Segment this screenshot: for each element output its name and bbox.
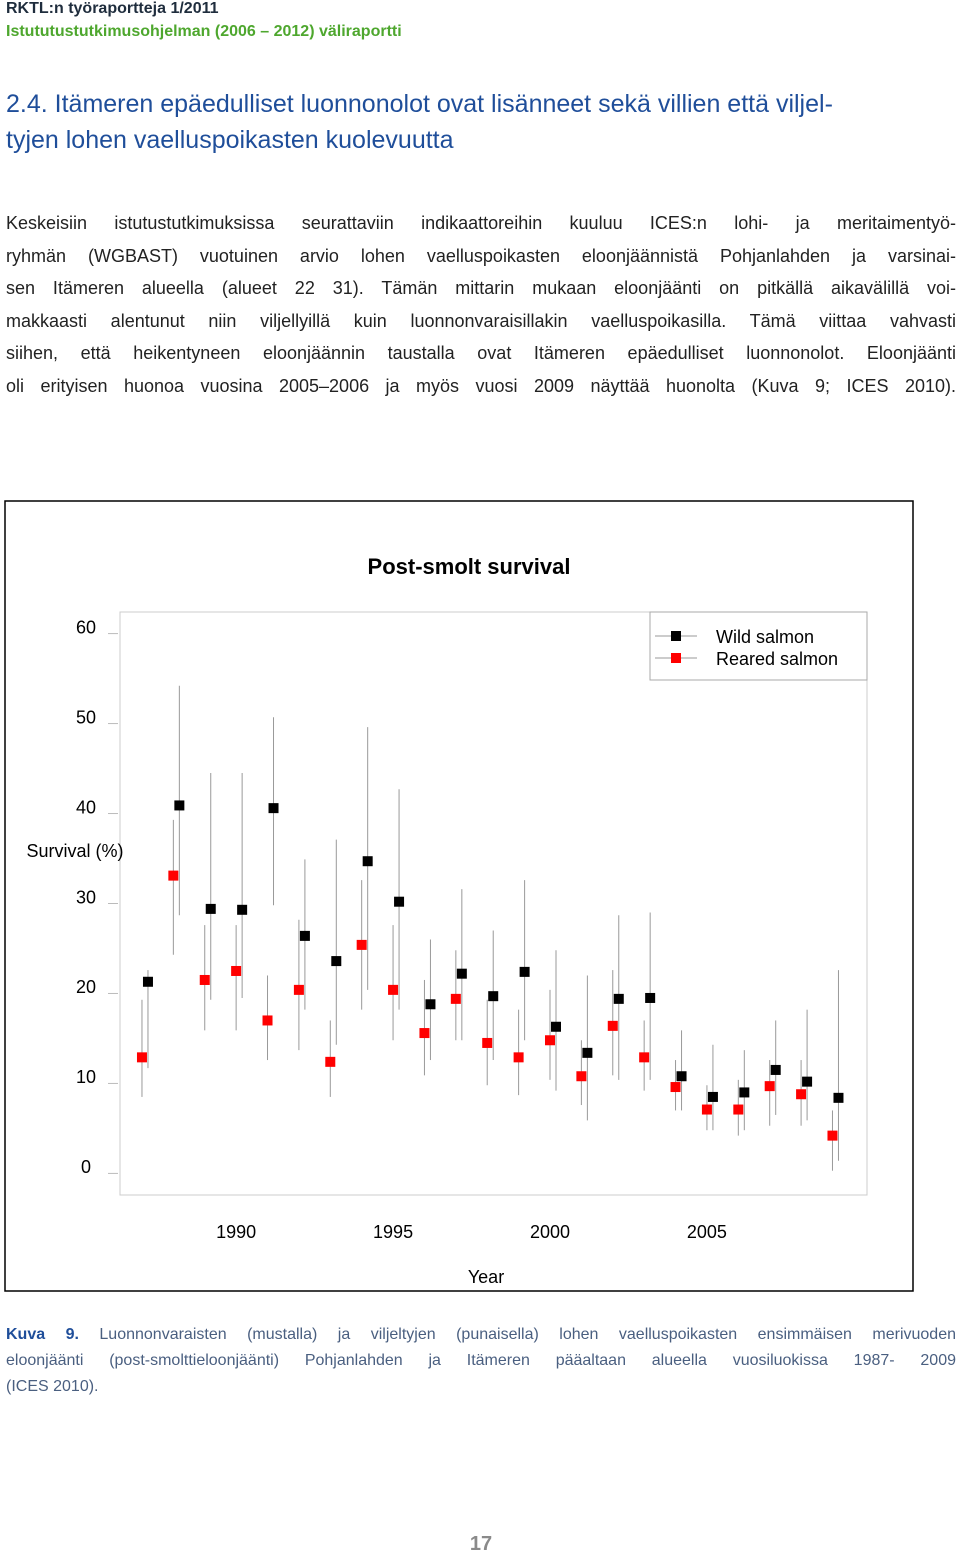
data-point — [199, 974, 210, 985]
section-heading: tyjen lohen vaelluspoikasten kuolevuutta — [6, 126, 454, 154]
body-line: sen Itämeren alueella (alueet 22 31). Tä… — [6, 278, 956, 299]
legend-label: Wild salmon — [716, 627, 814, 647]
data-point — [670, 1082, 681, 1093]
data-point — [394, 896, 405, 907]
data-point — [205, 903, 216, 914]
x-tick-label: 2005 — [687, 1222, 727, 1242]
running-header: RKTL:n työraportteja 1/2011 — [6, 0, 219, 17]
legend-marker — [671, 653, 681, 663]
data-point — [645, 992, 656, 1003]
data-point — [262, 1015, 273, 1026]
data-point — [174, 800, 185, 811]
y-tick-label: 60 — [76, 617, 96, 637]
chart-title: Post-smolt survival — [368, 554, 571, 579]
x-axis-label: Year — [468, 1267, 504, 1287]
y-tick-label: 0 — [81, 1157, 91, 1177]
x-tick-label: 1995 — [373, 1222, 413, 1242]
data-point — [325, 1056, 336, 1067]
data-point — [802, 1076, 813, 1087]
data-point — [576, 1071, 587, 1082]
body-line: oli erityisen huonoa vuosina 2005–2006 j… — [6, 376, 956, 396]
body-line: makkaasti alentunut niin viljellyillä ku… — [6, 310, 956, 331]
report-title: Istututustutkimusohjelman (2006 – 2012) … — [6, 23, 402, 40]
data-point — [613, 993, 624, 1004]
data-point — [796, 1089, 807, 1100]
data-point — [739, 1087, 750, 1098]
data-point — [299, 930, 310, 941]
data-point — [513, 1052, 524, 1063]
y-tick-label: 20 — [76, 977, 96, 997]
section-heading: 2.4. Itämeren epäedulliset luonnonolot o… — [6, 90, 833, 118]
y-tick-label: 40 — [76, 797, 96, 817]
data-point — [519, 966, 530, 977]
y-tick-label: 30 — [76, 887, 96, 907]
data-point — [419, 1028, 430, 1039]
data-point — [550, 1021, 561, 1032]
data-point — [544, 1035, 555, 1046]
body-line: siihen, että heikentyneen eloonjäännin t… — [6, 343, 956, 364]
data-point — [701, 1104, 712, 1115]
data-point — [488, 991, 499, 1002]
body-line: Keskeisiin istutustutkimuksissa seuratta… — [6, 213, 956, 233]
legend-box — [649, 611, 868, 681]
plot-frame — [119, 611, 868, 1196]
data-point — [237, 904, 248, 915]
y-tick-label: 50 — [76, 707, 96, 727]
caption-text: (ICES 2010). — [6, 1378, 99, 1395]
data-point — [356, 939, 367, 950]
data-point — [388, 984, 399, 995]
data-point — [770, 1064, 781, 1075]
data-point — [676, 1071, 687, 1082]
data-point — [482, 1037, 493, 1048]
data-point — [142, 976, 153, 987]
data-point — [293, 984, 304, 995]
x-tick-label: 2000 — [530, 1222, 570, 1242]
data-point — [607, 1020, 618, 1031]
data-point — [450, 993, 461, 1004]
data-point — [582, 1047, 593, 1058]
data-point — [733, 1104, 744, 1115]
data-point — [231, 965, 242, 976]
data-point — [764, 1081, 775, 1092]
caption-line: Kuva 9. Luonnonvaraisten (mustalla) ja v… — [6, 1326, 956, 1344]
body-line: ryhmän (WGBAST) vuotuinen arvio lohen va… — [6, 245, 956, 266]
caption-text: eloonjäänti (post-smolttieloonjäänti) Po… — [6, 1352, 956, 1369]
x-tick-label: 1990 — [216, 1222, 256, 1242]
caption-line: eloonjäänti (post-smolttieloonjäänti) Po… — [6, 1352, 956, 1370]
legend-label: Reared salmon — [716, 649, 838, 669]
caption-line: (ICES 2010). — [6, 1378, 956, 1396]
data-point — [827, 1130, 838, 1141]
y-axis-label: Survival (%) — [26, 841, 123, 861]
data-point — [362, 856, 373, 867]
data-point — [425, 999, 436, 1010]
data-point — [833, 1092, 844, 1103]
data-point — [168, 870, 179, 881]
data-point — [707, 1091, 718, 1102]
data-point — [331, 956, 342, 967]
data-point — [639, 1052, 650, 1063]
caption-text: Luonnonvaraisten (mustalla) ja viljeltyj… — [99, 1326, 956, 1343]
caption-label: Kuva 9. — [6, 1326, 79, 1343]
chart-frame — [4, 500, 914, 1292]
data-point — [456, 968, 467, 979]
data-point — [268, 803, 279, 814]
page-number: 17 — [469, 1533, 493, 1555]
y-tick-label: 10 — [76, 1067, 96, 1087]
data-point — [136, 1052, 147, 1063]
legend-marker — [671, 631, 681, 641]
